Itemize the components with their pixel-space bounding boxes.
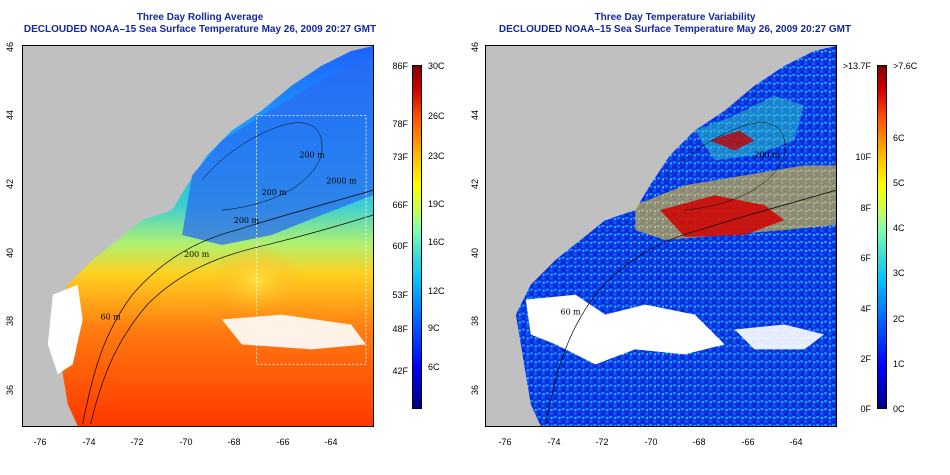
map-subtitle: DECLOUDED NOAA–15 Sea Surface Temperatur… bbox=[23, 24, 377, 35]
colorbar-f-label: 53F bbox=[392, 290, 408, 300]
x-tick-label: -68 bbox=[227, 437, 241, 447]
x-tick-label: -72 bbox=[130, 437, 144, 447]
y-tick-label: 46 bbox=[470, 42, 480, 53]
colorbar-c-label: 6C bbox=[893, 133, 905, 143]
x-tick-label: -76 bbox=[498, 437, 512, 447]
colorbar-f-label: 2F bbox=[860, 354, 871, 364]
y-tick-label: 44 bbox=[470, 110, 480, 121]
colorbar-f-label: 10F bbox=[855, 152, 871, 162]
colorbar-f-label: 48F bbox=[392, 324, 408, 334]
colorbar-f-label: 60F bbox=[392, 241, 408, 251]
colorbar-f-label: 8F bbox=[860, 203, 871, 213]
colorbar-f-label: 6F bbox=[860, 253, 871, 263]
colorbar-f-label: 73F bbox=[392, 152, 408, 162]
y-tick-label: 36 bbox=[470, 385, 480, 396]
x-tick-label: -70 bbox=[644, 437, 658, 447]
sst-variability-map-image: 200 m 60 m bbox=[486, 46, 836, 426]
colorbar-c-label: 16C bbox=[428, 237, 445, 247]
x-tick-label: -66 bbox=[741, 437, 755, 447]
map-title: Three Day Temperature Variability bbox=[594, 12, 756, 23]
colorbar-c-label: 3C bbox=[893, 268, 905, 278]
sst-variability-map: 200 m 60 m bbox=[485, 45, 837, 427]
x-tick-label: -70 bbox=[179, 437, 193, 447]
contour-label: 200 m bbox=[234, 216, 260, 225]
x-tick-label: -74 bbox=[547, 437, 561, 447]
y-tick-label: 38 bbox=[5, 316, 15, 327]
x-tick-label: -64 bbox=[789, 437, 803, 447]
colorbar-f-label: 4F bbox=[860, 304, 871, 314]
x-tick-label: -72 bbox=[595, 437, 609, 447]
colorbar-f-label: 66F bbox=[392, 200, 408, 210]
sst-variability-panel: Three Day Temperature Variability DECLOU… bbox=[470, 0, 950, 475]
sst-colorbar bbox=[412, 65, 422, 409]
colorbar-c-label: >7.6C bbox=[893, 61, 918, 71]
colorbar-f-label: 42F bbox=[392, 366, 408, 376]
contour-label: 60 m bbox=[101, 313, 122, 322]
x-tick-label: -76 bbox=[33, 437, 47, 447]
variability-colorbar bbox=[877, 65, 887, 409]
contour-label: 60 m bbox=[561, 308, 582, 317]
colorbar-c-label: 0C bbox=[893, 404, 905, 414]
colorbar-c-label: 30C bbox=[428, 61, 445, 71]
y-tick-label: 42 bbox=[5, 179, 15, 190]
colorbar-c-label: 2C bbox=[893, 314, 905, 324]
sst-average-map: 200 m 2000 m 200 m 200 m 60 m 200 m bbox=[22, 45, 374, 427]
y-tick-label: 44 bbox=[5, 110, 15, 121]
sst-average-map-image: 200 m 2000 m 200 m 200 m 60 m 200 m bbox=[23, 46, 373, 426]
colorbar-c-label: 19C bbox=[428, 199, 445, 209]
colorbar-c-label: 12C bbox=[428, 286, 445, 296]
colorbar-c-label: 1C bbox=[893, 359, 905, 369]
contour-label: 200 m bbox=[754, 150, 780, 159]
map-subtitle: DECLOUDED NOAA–15 Sea Surface Temperatur… bbox=[498, 24, 852, 35]
y-tick-label: 42 bbox=[470, 179, 480, 190]
colorbar-f-label: >13.7F bbox=[842, 61, 871, 71]
y-tick-label: 36 bbox=[5, 385, 15, 396]
contour-label: 200 m bbox=[299, 150, 325, 159]
y-tick-label: 46 bbox=[5, 42, 15, 53]
y-tick-label: 40 bbox=[470, 248, 480, 259]
colorbar-f-label: 78F bbox=[392, 119, 408, 129]
y-tick-label: 40 bbox=[5, 248, 15, 259]
contour-label: 2000 m bbox=[326, 176, 357, 185]
colorbar-f-label: 0F bbox=[860, 404, 871, 414]
map-title: Three Day Rolling Average bbox=[136, 12, 264, 23]
colorbar-c-label: 23C bbox=[428, 151, 445, 161]
x-tick-label: -68 bbox=[692, 437, 706, 447]
colorbar-c-label: 6C bbox=[428, 362, 440, 372]
colorbar-c-label: 5C bbox=[893, 178, 905, 188]
x-tick-label: -74 bbox=[82, 437, 96, 447]
contour-label: 200 m bbox=[184, 250, 210, 259]
y-tick-label: 38 bbox=[470, 316, 480, 327]
sst-average-panel: Three Day Rolling Average DECLOUDED NOAA… bbox=[5, 12, 445, 447]
x-tick-label: -66 bbox=[276, 437, 290, 447]
colorbar-c-label: 4C bbox=[893, 223, 905, 233]
x-tick-label: -64 bbox=[324, 437, 338, 447]
colorbar-c-label: 9C bbox=[428, 323, 440, 333]
contour-label: 200 m bbox=[262, 188, 288, 197]
colorbar-f-label: 86F bbox=[392, 61, 408, 71]
colorbar-c-label: 26C bbox=[428, 111, 445, 121]
